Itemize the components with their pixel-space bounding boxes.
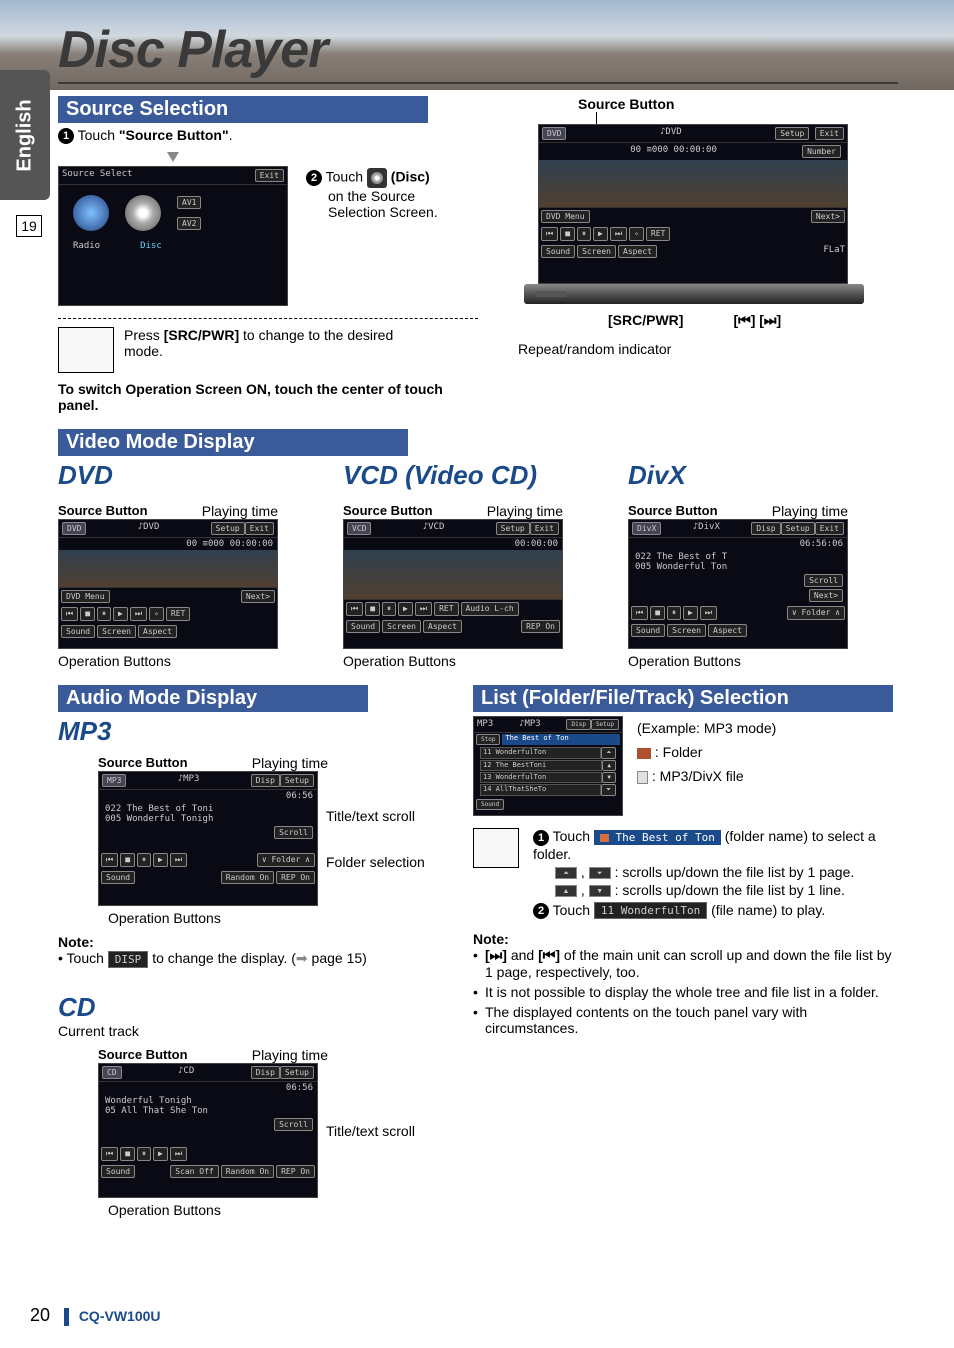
dvd-screenshot: DVD ♪DVD SetupExit 00 ≡000 00:00:00 DVD … (58, 519, 278, 649)
section-source-selection: Source Selection (58, 96, 428, 123)
op-buttons-vcd: Operation Buttons (343, 653, 608, 669)
next-label: [⏭] (759, 312, 781, 328)
step-2-circle: 2 (306, 170, 322, 186)
file-bar: 11 WonderfulTon (594, 902, 707, 919)
source-button-heading: Source Button (578, 96, 898, 112)
scroll-page-note: ⏶ , ⏷ : scrolls up/down the file list by… (555, 864, 883, 880)
cd-op-buttons: Operation Buttons (108, 1202, 463, 1218)
mp3-heading: MP3 (58, 716, 463, 747)
prev-label: [⏮] (733, 312, 755, 328)
file-icon (637, 771, 648, 784)
step-2-circle: 2 (533, 903, 549, 919)
touch-hand-icon (473, 828, 519, 868)
cd-heading: CD (58, 992, 463, 1023)
note-item-3: The displayed contents on the touch pane… (473, 1004, 893, 1036)
line-down-icon: ▼ (589, 885, 611, 897)
section-audio-mode: Audio Mode Display (58, 685, 368, 712)
step-1-circle: 1 (533, 830, 549, 846)
disc-button-icon (367, 168, 387, 188)
vcd-screenshot: VCD ♪VCD SetupExit 00:00:00 ⏮■⏸ ▶⏭ RET A… (343, 519, 563, 649)
cd-scroll-label: Title/text scroll (326, 1123, 415, 1139)
example-label: (Example: MP3 mode) (637, 720, 776, 736)
callout-line (596, 112, 898, 124)
note-disp: • Touch DISP to change the display. (➡ p… (58, 950, 463, 968)
page-title: Disc Player (58, 20, 327, 80)
source-button-screenshot: DVD ♪DVD Setup Exit 00 ≡000 00:00:00 Num… (538, 124, 848, 284)
src-pwr-note: Press [SRC/PWR] to change to the desired… (124, 327, 424, 373)
arrow-down-icon (167, 152, 179, 162)
page-down-icon: ⏷ (589, 867, 611, 879)
folder-bar: The Best of Ton (594, 830, 721, 845)
page-ref-box: 19 (16, 215, 42, 237)
note-item-2: It is not possible to display the whole … (473, 984, 893, 1000)
switch-note: To switch Operation Screen ON, touch the… (58, 381, 468, 413)
page-footer: 20 CQ-VW100U (30, 1305, 161, 1326)
disp-button-icon: DISP (108, 951, 149, 968)
mp3-screenshot: MP3 ♪MP3 DispSetup 06:56 022 The Best of… (98, 771, 318, 906)
title-underline (58, 82, 898, 84)
list-step2: 2 Touch 11 WonderfulTon (file name) to p… (533, 902, 883, 920)
repeat-indicator-label: Repeat/random indicator (518, 341, 898, 357)
cd-screenshot: CD ♪CD DispSetup 06:56 Wonderful Tonigh … (98, 1063, 318, 1198)
note-heading-1: Note: (58, 934, 463, 950)
note-item-1: [⏭] and [⏮] of the main unit can scroll … (473, 947, 893, 980)
src-pwr-label: [SRC/PWR] (608, 312, 683, 329)
divx-screenshot: DivX ♪DivX DispSetupExit 06:56:06 022 Th… (628, 519, 848, 649)
mp3-scroll-label: Title/text scroll (326, 808, 425, 824)
scroll-line-note: ▲ , ▼ : scrolls up/down the file list by… (555, 882, 883, 898)
page-arrow-icon: ➡ (296, 950, 308, 967)
source-select-screenshot: Source Select Exit AV1 AV2 R (58, 166, 288, 306)
page-up-icon: ⏶ (555, 867, 577, 879)
section-list-selection: List (Folder/File/Track) Selection (473, 685, 893, 712)
vcd-heading: VCD (Video CD) (343, 460, 608, 491)
op-buttons-divx: Operation Buttons (628, 653, 893, 669)
list-step1: 1 Touch The Best of Ton (folder name) to… (533, 828, 883, 861)
list-screenshot: MP3 ♪MP3 DispSetup Stop The Best of Ton … (473, 716, 623, 816)
step1: 1 Touch "Source Button". (58, 127, 498, 144)
current-track-label: Current track (58, 1023, 463, 1039)
disc-icon (125, 195, 161, 231)
unit-photo (58, 327, 114, 373)
video-preview (539, 160, 847, 208)
divx-heading: DivX (628, 460, 893, 491)
line-up-icon: ▲ (555, 885, 577, 897)
mp3-folder-label: Folder selection (326, 854, 425, 870)
dvd-heading: DVD (58, 460, 323, 491)
note-heading-2: Note: (473, 931, 893, 947)
dashed-separator (58, 318, 478, 319)
folder-icon (637, 748, 651, 759)
hardware-bar (524, 284, 864, 304)
radio-icon (73, 195, 109, 231)
op-buttons-dvd: Operation Buttons (58, 653, 323, 669)
section-video-mode: Video Mode Display (58, 429, 408, 456)
step2: 2 Touch (Disc) on the Source Selection S… (306, 168, 466, 306)
mp3-op-buttons: Operation Buttons (108, 910, 463, 926)
language-tab: English (0, 70, 50, 200)
step-1-circle: 1 (58, 128, 74, 144)
